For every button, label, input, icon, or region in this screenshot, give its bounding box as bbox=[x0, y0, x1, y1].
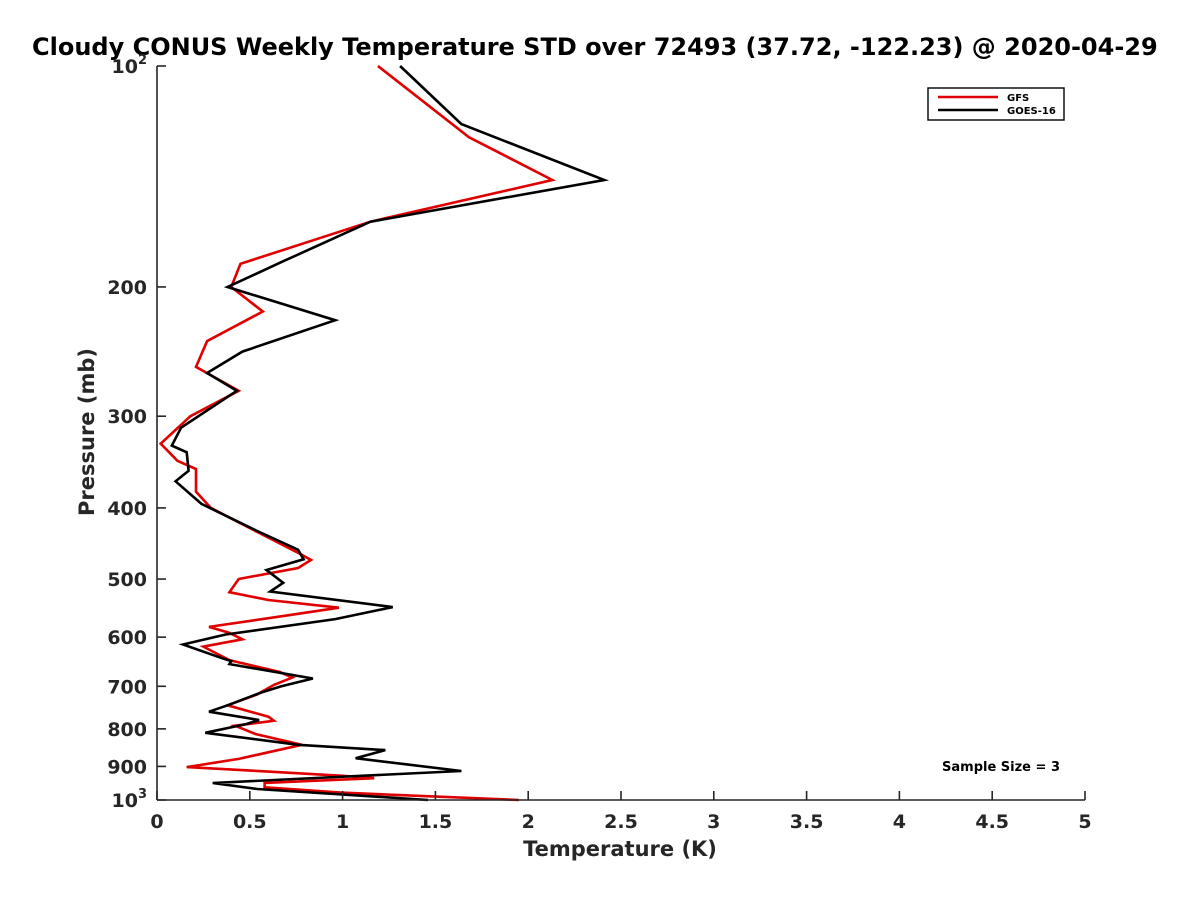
y-tick-label: 103 bbox=[112, 787, 148, 812]
y-tick-label: 600 bbox=[107, 627, 147, 649]
legend-label-goes-16: GOES-16 bbox=[1007, 106, 1056, 117]
axes-layer: 0 0.5 1 1.5 2 2.5 3 3.5 4 4.5 5 102 200 300 400 500 600 7… bbox=[107, 53, 1091, 833]
y-tick-label: 500 bbox=[107, 569, 147, 591]
x-tick-label: 1.5 bbox=[419, 811, 453, 833]
y-tick-label: 400 bbox=[107, 498, 147, 520]
series-line-goes-16 bbox=[170, 65, 610, 802]
x-tick-label: 2.5 bbox=[604, 811, 638, 833]
x-tick-label: 4 bbox=[893, 811, 906, 833]
x-tick-label: 2 bbox=[522, 811, 535, 833]
y-tick-label: 102 bbox=[112, 53, 148, 78]
x-tick-label: 3 bbox=[707, 811, 720, 833]
y-tick-label: 200 bbox=[107, 277, 147, 299]
legend-box bbox=[927, 87, 1065, 121]
x-axis-label: Temperature (K) bbox=[523, 837, 717, 861]
x-tick-label: 0.5 bbox=[233, 811, 267, 833]
legend-label-gfs: GFS bbox=[1007, 93, 1029, 104]
y-tick-label: 800 bbox=[107, 719, 147, 741]
chart-title: Cloudy CONUS Weekly Temperature STD over… bbox=[32, 33, 1158, 61]
legend: GFS GOES-16 bbox=[927, 87, 1065, 121]
y-tick-label: 900 bbox=[107, 756, 147, 778]
x-tick-label: 3.5 bbox=[790, 811, 824, 833]
x-tick-label: 1 bbox=[336, 811, 349, 833]
x-tick-label: 0 bbox=[150, 811, 163, 833]
series-line-gfs bbox=[158, 64, 557, 802]
series-layer bbox=[158, 64, 610, 802]
y-tick-label: 300 bbox=[107, 406, 147, 428]
y-tick-label: 700 bbox=[107, 676, 147, 698]
sample-size-annotation: Sample Size = 3 bbox=[942, 760, 1060, 775]
y-axis-label: Pressure (mb) bbox=[75, 348, 99, 516]
x-tick-label: 5 bbox=[1078, 811, 1091, 833]
x-tick-label: 4.5 bbox=[975, 811, 1009, 833]
